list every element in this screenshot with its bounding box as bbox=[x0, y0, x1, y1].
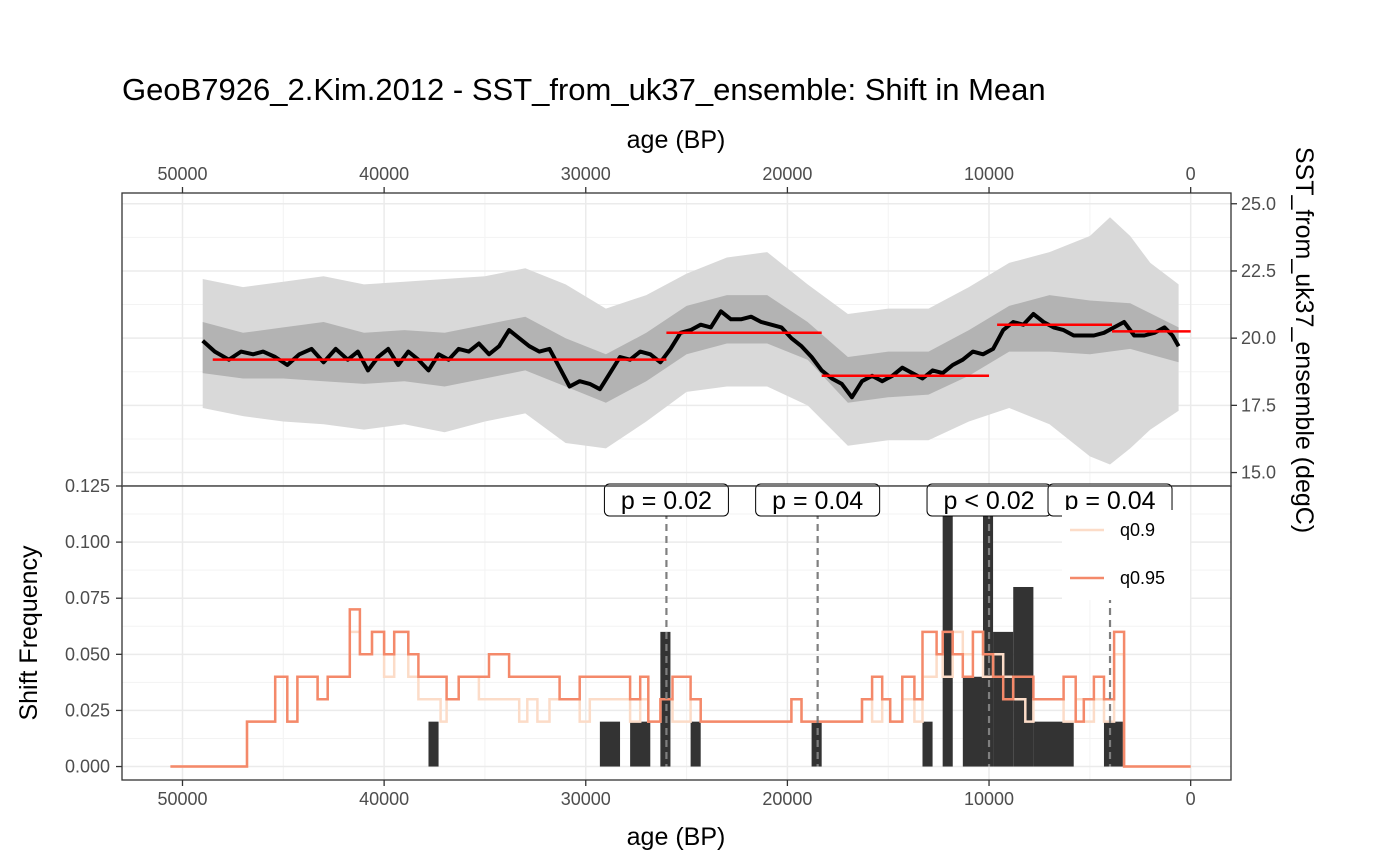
top-x-tick-label: 40000 bbox=[359, 164, 409, 184]
shift-frequency-bar bbox=[982, 497, 994, 767]
bottom-x-tick-label: 0 bbox=[1186, 789, 1196, 809]
bottom-x-tick-label: 20000 bbox=[762, 789, 812, 809]
y-tick-label-left: 0.125 bbox=[65, 476, 110, 496]
p-value-label: p = 0.04 bbox=[772, 487, 863, 515]
bottom-x-tick-label: 50000 bbox=[157, 789, 207, 809]
y-tick-label-right: 15.0 bbox=[1241, 463, 1276, 483]
y-tick-label-right: 25.0 bbox=[1241, 194, 1276, 214]
y-tick-label-left: 0.075 bbox=[65, 588, 110, 608]
bottom-x-tick-label: 10000 bbox=[964, 789, 1014, 809]
y-tick-label-right: 22.5 bbox=[1241, 261, 1276, 281]
p-value-label: p = 0.02 bbox=[621, 487, 712, 515]
shift-frequency-bar bbox=[599, 721, 621, 767]
series-line-q0-95 bbox=[170, 608, 1191, 768]
legend-label: q0.95 bbox=[1120, 568, 1165, 588]
top-panel: 50000 40000 30000 20000 10000 0 15.0 17.5 20.0 22… bbox=[121, 164, 1276, 487]
shift-frequency-bar bbox=[962, 676, 983, 767]
p-value-label-box bbox=[603, 483, 729, 517]
shift-frequency-bar bbox=[1103, 721, 1125, 767]
shift-frequency-bar bbox=[1033, 721, 1074, 767]
top-x-axis-title: age (BP) bbox=[627, 126, 726, 154]
y-tick-label-left: 0.000 bbox=[65, 757, 110, 777]
bottom-x-tick-label: 40000 bbox=[359, 789, 409, 809]
shift-frequency-bar bbox=[630, 721, 651, 767]
bottom-panel: p = 0.02 p = 0.04 p < 0.02 p = 0.04q0.9q0.9… bbox=[65, 476, 1232, 809]
y-axis-title-left: Shift Frequency bbox=[15, 545, 43, 721]
top-x-tick-label: 30000 bbox=[561, 164, 611, 184]
y-axis-title-right: SST_from_uk37_ensemble (degC) bbox=[1290, 147, 1318, 533]
legend-box bbox=[1062, 510, 1190, 600]
shift-frequency-bar bbox=[922, 721, 933, 767]
y-tick-label-right: 17.5 bbox=[1241, 395, 1276, 415]
shift-frequency-bar bbox=[428, 721, 439, 767]
top-x-tick-label: 50000 bbox=[157, 164, 207, 184]
y-tick-label-left: 0.100 bbox=[65, 532, 110, 552]
top-x-tick-label: 0 bbox=[1186, 164, 1196, 184]
chart-title: GeoB7926_2.Kim.2012 - SST_from_uk37_ense… bbox=[122, 72, 1046, 107]
top-x-tick-label: 20000 bbox=[762, 164, 812, 184]
y-tick-label-left: 0.050 bbox=[65, 644, 110, 664]
bottom-x-tick-label: 30000 bbox=[561, 789, 611, 809]
y-tick-label-right: 20.0 bbox=[1241, 328, 1276, 348]
shift-frequency-bar bbox=[690, 721, 701, 767]
p-value-label: p < 0.02 bbox=[944, 487, 1035, 515]
p-value-label-box bbox=[755, 483, 881, 517]
legend-label: q0.9 bbox=[1120, 520, 1155, 540]
top-x-tick-label: 10000 bbox=[964, 164, 1014, 184]
bottom-x-axis-title: age (BP) bbox=[627, 823, 726, 851]
bottom-panel-border bbox=[121, 485, 1232, 781]
y-tick-label-left: 0.025 bbox=[65, 700, 110, 720]
median-line bbox=[201, 309, 1181, 400]
